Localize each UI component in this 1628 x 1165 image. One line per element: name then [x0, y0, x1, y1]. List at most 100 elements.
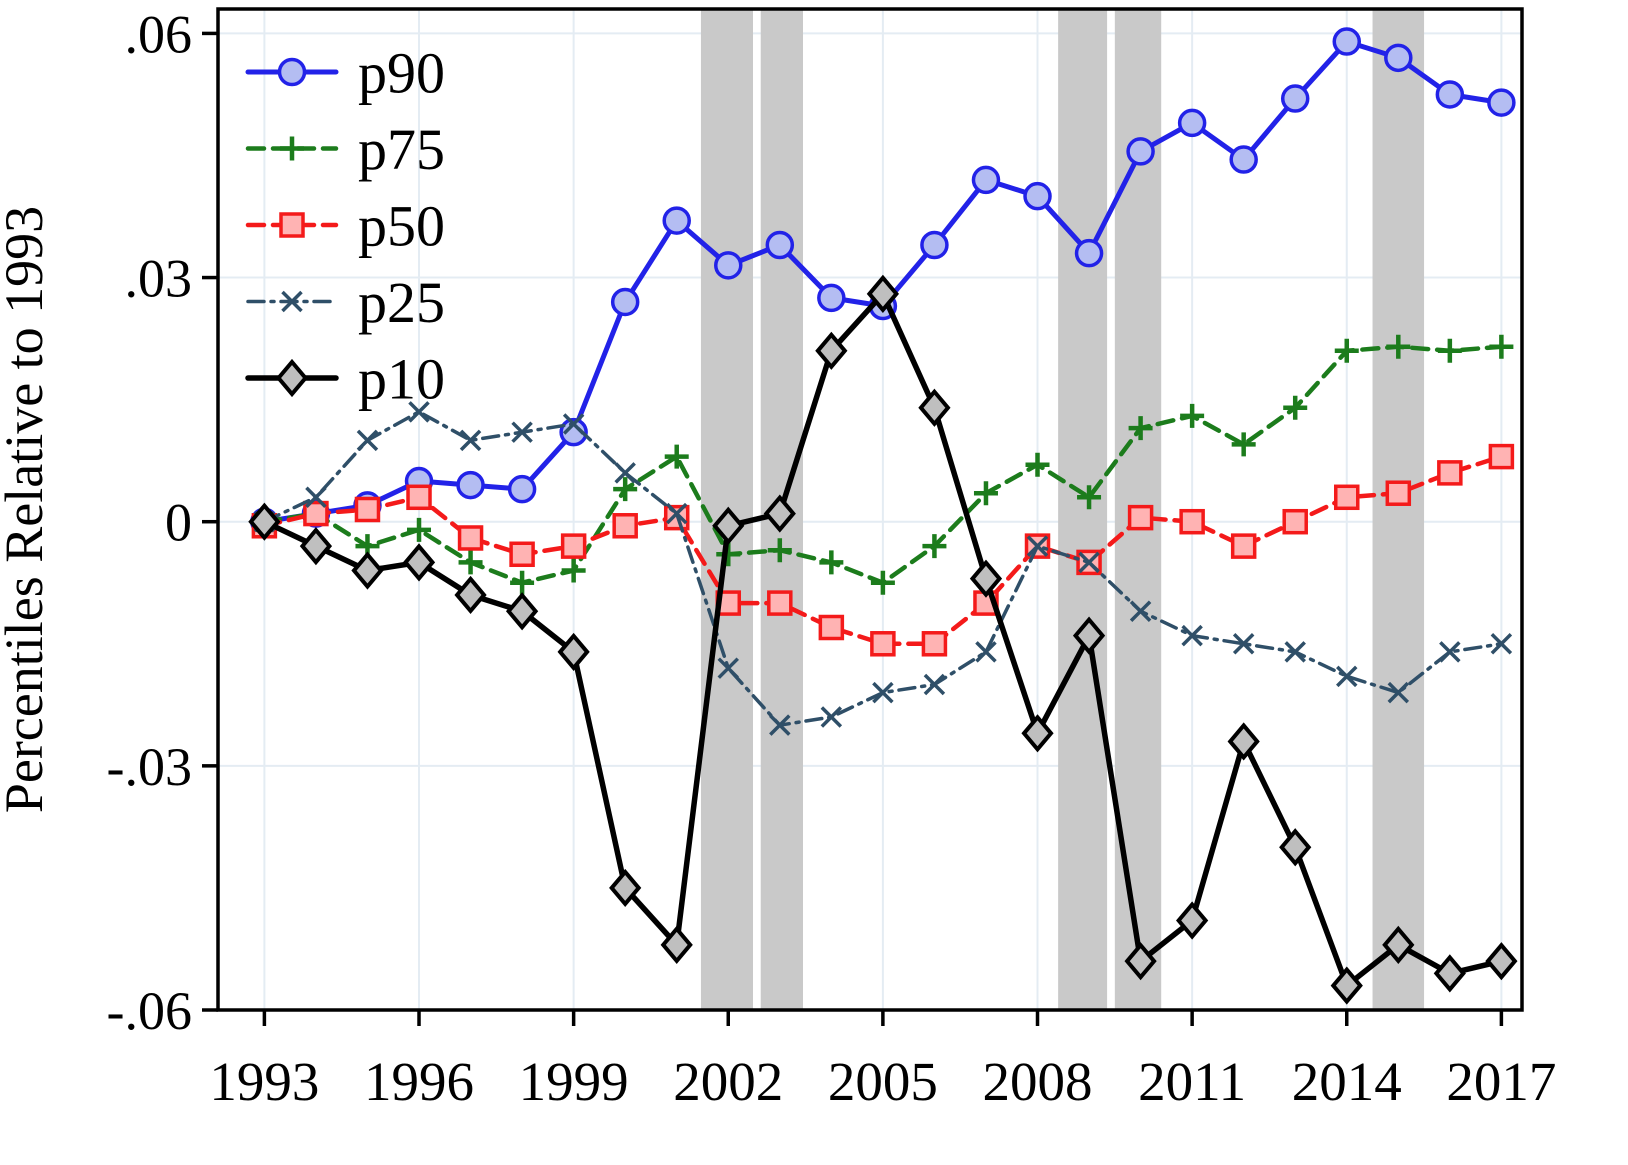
- circle-marker: [1487, 88, 1516, 117]
- diamond-marker: [1124, 942, 1157, 981]
- plot-frame: [216, 7, 1524, 1012]
- x-marker: [1026, 535, 1049, 557]
- circle-marker: [1280, 84, 1310, 113]
- x-tick-label: 2005: [828, 1051, 938, 1112]
- y-tick-label: 0: [165, 493, 192, 553]
- circle-marker: [559, 417, 588, 447]
- diamond-marker: [1433, 954, 1466, 993]
- legend-entry-p25: p25: [246, 270, 445, 335]
- legend-entry-p90: p90: [245, 40, 445, 105]
- circle-marker: [971, 165, 1001, 195]
- x-tick-label: 1996: [364, 1051, 474, 1112]
- plus-marker: [613, 477, 638, 502]
- x-marker: [975, 641, 997, 663]
- circle-marker: [1435, 80, 1465, 109]
- plus-marker: [561, 558, 586, 583]
- plus-marker: [1283, 395, 1308, 420]
- series-p25: [253, 401, 1513, 736]
- legend-entry-p10: p10: [245, 346, 445, 411]
- square-marker: [870, 631, 896, 657]
- y-tick-label: .03: [125, 248, 193, 308]
- circle-marker: [662, 206, 691, 235]
- diamond-marker: [1021, 714, 1054, 753]
- plus-marker: [1077, 485, 1102, 510]
- square-marker: [767, 590, 793, 616]
- diamond-marker: [918, 388, 951, 427]
- square-marker: [1179, 508, 1205, 535]
- x-marker: [562, 413, 585, 435]
- square-marker: [509, 541, 535, 568]
- plus-marker: [1025, 452, 1050, 477]
- square-marker: [1385, 480, 1412, 506]
- x-marker: [769, 714, 791, 736]
- diamond-marker: [505, 592, 539, 631]
- x-marker: [923, 673, 946, 696]
- plus-marker: [1437, 338, 1462, 363]
- square-marker: [279, 212, 305, 238]
- square-marker: [354, 496, 381, 523]
- x-marker: [1232, 633, 1255, 655]
- plus-marker: [1489, 334, 1514, 359]
- circle-marker: [610, 287, 640, 317]
- x-tick-label: 2014: [1292, 1051, 1402, 1112]
- x-marker: [305, 486, 327, 509]
- y-tick-label: -.06: [107, 981, 192, 1041]
- circle-marker: [817, 283, 846, 313]
- legend-label-p90: p90: [358, 40, 445, 105]
- circle-marker: [1023, 181, 1052, 211]
- plus-marker: [458, 550, 483, 575]
- legend-label-p10: p10: [358, 346, 445, 411]
- circle-marker: [1074, 238, 1104, 268]
- plus-marker: [1128, 416, 1153, 441]
- x-marker: [717, 657, 739, 679]
- x-marker: [1129, 600, 1152, 622]
- plus-marker: [664, 444, 689, 469]
- circle-marker: [507, 474, 537, 504]
- diamond-marker: [609, 868, 642, 908]
- plus-marker: [767, 538, 792, 563]
- plus-marker: [922, 534, 947, 559]
- y-tick-label: .06: [125, 4, 193, 64]
- x-marker: [1284, 641, 1306, 663]
- circle-marker: [1384, 43, 1413, 73]
- recession-band: [1058, 9, 1108, 1010]
- circle-marker: [920, 230, 949, 260]
- square-marker: [1230, 533, 1257, 559]
- diamond-marker: [1485, 942, 1518, 981]
- diamond-marker: [248, 502, 281, 541]
- legend-label-p50: p50: [358, 193, 445, 258]
- diamond-marker: [1176, 901, 1209, 940]
- axes: .06 .03 0 -.03 -.06 1993 1996 1999 2002 2005 2008 2…: [107, 4, 1557, 1112]
- circle-marker: [456, 470, 485, 500]
- recession-band: [1372, 9, 1425, 1010]
- square-marker: [1127, 504, 1154, 531]
- x-marker: [1490, 633, 1513, 655]
- diamond-marker: [454, 575, 487, 615]
- legend-label-p25: p25: [358, 270, 445, 335]
- diamond-marker: [557, 632, 590, 672]
- circle-marker: [277, 57, 307, 87]
- x-marker: [356, 429, 379, 452]
- y-tick-label: -.03: [107, 737, 192, 797]
- x-marker: [872, 681, 894, 704]
- circle-marker: [1229, 145, 1258, 174]
- square-marker: [921, 631, 948, 657]
- diamond-marker: [402, 543, 436, 582]
- diamond-marker: [660, 925, 693, 964]
- x-marker: [281, 290, 303, 313]
- square-marker: [1282, 508, 1308, 535]
- square-marker: [818, 614, 845, 641]
- series-p75: [252, 334, 1514, 595]
- square-marker: [1437, 460, 1463, 486]
- plus-marker: [1334, 338, 1359, 363]
- circle-marker: [714, 251, 743, 280]
- plus-marker: [1231, 432, 1256, 457]
- x-marker: [459, 429, 482, 452]
- plus-marker: [870, 570, 895, 595]
- diamond-marker: [1227, 722, 1260, 761]
- plus-marker: [280, 136, 304, 161]
- x-tick-label: 2002: [673, 1051, 783, 1112]
